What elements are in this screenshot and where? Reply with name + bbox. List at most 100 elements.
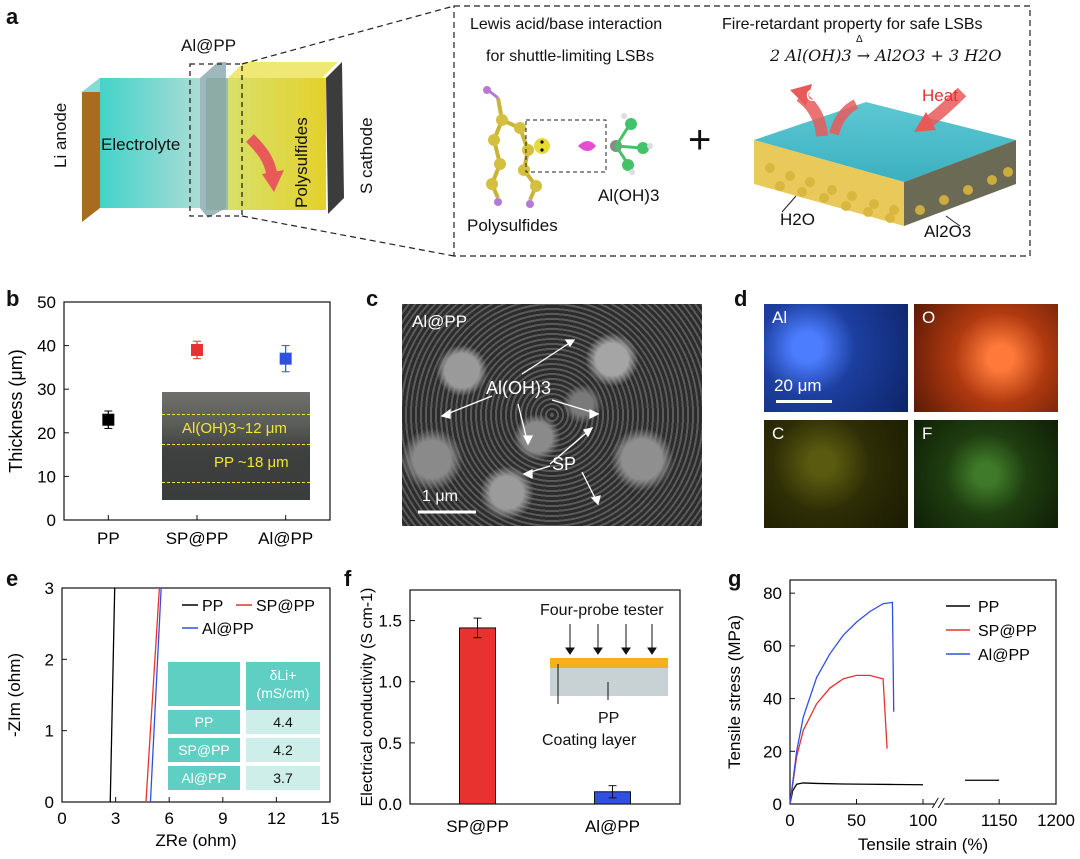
sem-c-arrows <box>418 339 601 514</box>
electrolyte-block <box>100 78 212 208</box>
x-tick-label: 1200 <box>1037 811 1075 830</box>
alpp-label: Al@PP <box>181 36 237 55</box>
x-tick-label: 0 <box>57 809 66 828</box>
y-tick-label: 0 <box>45 793 54 812</box>
y-tick-label: 10 <box>37 467 56 486</box>
x-tick-label: 100 <box>909 811 937 830</box>
sem-c-scale-label: 1 μm <box>422 488 458 505</box>
x-tick-label: 9 <box>218 809 227 828</box>
y-tick-label: 20 <box>37 424 56 443</box>
legend-label: Al@PP <box>978 647 1030 664</box>
eds-scale-label: 20 μm <box>774 376 822 395</box>
polysulfide-arrow <box>246 134 278 177</box>
cathode-top <box>228 62 338 78</box>
aloh3-label: Al(OH)3 <box>598 186 660 205</box>
axis-break-mark <box>937 797 945 809</box>
al2o3-particles <box>765 163 1013 223</box>
zoom-box <box>453 5 1031 257</box>
sem-c-title: Al@PP <box>412 312 468 331</box>
box-title-left-1: Lewis acid/base interaction <box>470 16 663 33</box>
y-tick-label: 1.0 <box>378 673 402 692</box>
axis-break-mark <box>931 797 939 809</box>
table-corner-cell <box>168 662 240 706</box>
y-tick-label: 0 <box>47 511 56 530</box>
x-tick-label: Al@PP <box>585 817 640 836</box>
sem-c-sp-label: SP <box>552 454 577 474</box>
x-tick-label: SP@PP <box>446 817 509 836</box>
inset-pp-label: PP <box>598 710 620 727</box>
legend-label: SP@PP <box>978 623 1037 640</box>
cathode-block <box>228 78 326 210</box>
eds-map-c: C <box>764 420 908 528</box>
x-tick-label: 50 <box>847 811 866 830</box>
eds-scale-bar <box>776 400 832 403</box>
panel-label-f: f <box>344 566 352 591</box>
panel-label-b: b <box>6 286 20 311</box>
eds-map-f: F <box>914 420 1058 528</box>
y-tick-label: 60 <box>763 637 782 656</box>
eds-label-o: O <box>922 308 936 327</box>
lewis-base-site <box>534 138 550 154</box>
x-tick-label: 1150 <box>981 811 1018 830</box>
x-tick-label: 0 <box>785 811 794 830</box>
y-axis-label: -ZIm (ohm) <box>5 653 24 737</box>
y-axis-label: Tensile stress (MPa) <box>725 615 744 769</box>
panel-a-graphic <box>82 5 1031 257</box>
x-tick-label: 12 <box>267 809 286 828</box>
table-header-cell: δLi+ (mS/cm) <box>246 662 320 710</box>
s-cathode-label: S cathode <box>357 117 376 194</box>
alpp-dashed-box <box>189 63 243 217</box>
data-point <box>102 413 115 426</box>
sem-image-alpp: Al@PP Al(OH)3 SP 1 μm <box>402 304 702 526</box>
four-probe-label: Four-probe tester <box>540 602 664 619</box>
x-tick-label: 6 <box>164 809 173 828</box>
sem-c-aloh3-label: Al(OH)3 <box>486 378 552 398</box>
y-tick-label: 0.0 <box>378 795 402 814</box>
series-line <box>789 674 888 805</box>
eds-map-o: O <box>914 304 1058 412</box>
y-tick-label: 20 <box>763 742 782 761</box>
y-tick-label: 0.5 <box>378 734 402 753</box>
o2-label: O2 <box>806 86 829 105</box>
x-tick-label: 15 <box>321 809 340 828</box>
x-tick-label: 3 <box>111 809 120 828</box>
plot-frame <box>409 589 681 805</box>
y-tick-label: 80 <box>763 584 782 603</box>
coating-layer <box>550 658 668 668</box>
coating-layer-label: Coating layer <box>542 732 637 749</box>
alpp-coating <box>206 78 228 210</box>
table-row-value: 3.7 <box>246 766 320 790</box>
heat-label: Heat <box>922 86 958 105</box>
box-title-left-2: for shuttle-limiting LSBs <box>486 48 655 65</box>
table-row-name: PP <box>168 710 240 734</box>
y-tick-label: 30 <box>37 380 56 399</box>
y-tick-label: 1.5 <box>378 612 402 631</box>
box-title-right: Fire-retardant property for safe LSBs <box>722 16 983 33</box>
panel-label-d: d <box>734 286 748 311</box>
series-line <box>149 587 162 803</box>
table-row-value: 4.2 <box>246 738 320 762</box>
li-anode-plate <box>82 78 100 222</box>
y-tick-label: 0 <box>773 795 782 814</box>
y-tick-label: 40 <box>763 690 782 709</box>
eds-label-al: Al <box>772 308 788 327</box>
inset-line-top <box>162 414 310 415</box>
x-tick-label: Al@PP <box>258 529 313 548</box>
polysulfides-rot-label: Polysulfides <box>292 117 311 208</box>
y-tick-label: 1 <box>45 722 54 741</box>
x-tick-label: SP@PP <box>166 529 229 548</box>
panel-label-c: c <box>366 286 379 311</box>
eds-label-c: C <box>772 424 785 443</box>
chart-f: 0.0 0.5 1.0 1.5 SP@PP Al@PP Electrical conduct… <box>359 588 681 836</box>
polysulfide-molecule <box>483 86 542 208</box>
interaction-dashed-box <box>525 119 607 173</box>
inset-aloh-label: Al(OH)3~12 μm <box>182 420 287 437</box>
al2o3-label: Al2O3 <box>924 222 972 241</box>
eds-map-al: Al 20 μm <box>764 304 908 412</box>
inset-line-bottom <box>162 482 310 483</box>
panel-label-a: a <box>6 4 19 29</box>
equation-delta: Δ <box>856 34 863 45</box>
y-axis-label: Thickness (μm) <box>6 349 26 472</box>
conductivity-table: δLi+ (mS/cm) PP 4.4 SP@PP 4.2 Al@PP 3.7 <box>168 662 322 792</box>
